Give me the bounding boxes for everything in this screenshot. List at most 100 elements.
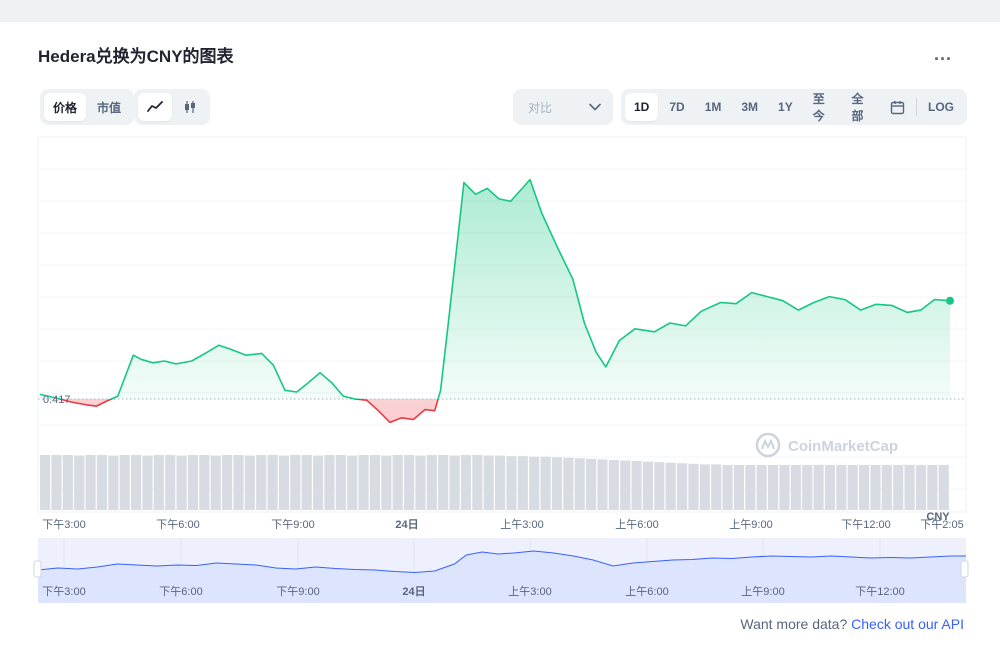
range-ytd[interactable]: 至今 [812, 92, 825, 123]
volume-bar [859, 464, 870, 510]
volume-bar [688, 463, 699, 510]
volume-bar [324, 455, 335, 510]
volume-bar [938, 464, 949, 510]
range-7d[interactable]: 7D [669, 100, 685, 114]
calendar-icon[interactable] [881, 93, 914, 121]
volume-bar [313, 455, 324, 510]
chevron-down-icon [589, 100, 601, 114]
range-1y[interactable]: 1Y [778, 100, 793, 114]
volume-bar [62, 455, 73, 510]
volume-bar [574, 458, 585, 510]
navigator-tick-label: 下午12:00 [855, 585, 905, 598]
volume-bar [369, 455, 381, 510]
x-tick-label: 下午6:00 [156, 518, 199, 531]
currency-label: CNY [926, 511, 950, 523]
metric-toggle: 价格 市值 [40, 89, 135, 125]
plot-border [37, 136, 967, 513]
volume-bar [722, 464, 733, 510]
reference-label: 0.417 [43, 394, 71, 406]
volume-bar [153, 455, 164, 510]
volume-bar [119, 455, 130, 510]
volume-bar [278, 455, 290, 510]
line-chart-icon[interactable] [138, 93, 172, 121]
volume-bar [517, 456, 528, 510]
x-tick-label: 上午6:00 [615, 518, 658, 531]
volume-bar [449, 455, 460, 510]
navigator-area [38, 551, 966, 603]
volume-bar [335, 455, 346, 510]
range-1d[interactable]: 1D [625, 93, 659, 121]
range-1m[interactable]: 1M [704, 100, 722, 114]
volume-bars [40, 455, 949, 510]
volume-bar [187, 455, 199, 510]
volume-bar [506, 456, 517, 510]
range-all[interactable]: 全部 [851, 92, 864, 123]
volume-bar [893, 464, 904, 510]
top-strip [0, 0, 1000, 22]
price-line [39, 178, 951, 424]
price-area-up [40, 179, 950, 400]
volume-bar [654, 462, 665, 510]
volume-bar [495, 455, 506, 510]
volume-bar [870, 464, 881, 510]
footer-api-promo: Want more data? Check out our API [740, 616, 964, 632]
volume-bar [711, 464, 722, 510]
volume-bar [551, 457, 563, 510]
volume-bar [665, 462, 676, 510]
volume-bar [233, 455, 244, 510]
volume-bar [915, 464, 927, 510]
footer-text: Want more data? [740, 616, 848, 632]
chart-title: Hedera兑换为CNY的图表 [38, 47, 234, 66]
volume-bar [290, 455, 301, 510]
volume-bar [176, 455, 187, 510]
volume-bar [404, 455, 415, 510]
volume-bar [392, 455, 403, 510]
volume-bar [563, 457, 574, 510]
volume-bar [199, 455, 210, 510]
log-scale-toggle[interactable]: LOG [928, 100, 954, 114]
volume-bar [460, 455, 472, 510]
volume-bar [85, 455, 96, 510]
x-tick-label: 下午12:00 [841, 518, 891, 531]
api-link[interactable]: Check out our API [851, 616, 964, 632]
x-axis-ticks: 下午3:00 下午6:00 下午9:00 24日 上午3:00 上午6:00 上午9:00 下… [42, 518, 963, 531]
volume-bar [608, 459, 619, 510]
range-3m[interactable]: 3M [741, 100, 759, 114]
volume-bar [881, 464, 892, 510]
volume-bar [347, 455, 358, 510]
tab-price[interactable]: 价格 [44, 93, 87, 121]
navigator-handle-left[interactable] [33, 560, 42, 578]
range-toggle: 1D 7D 1M 3M 1Y 至今 全部 LOG [621, 89, 967, 125]
volume-bar [699, 464, 710, 510]
volume-bar [836, 464, 847, 510]
navigator-tick-label: 上午3:00 [508, 585, 551, 598]
volume-bar [256, 455, 267, 510]
navigator-tick-label: 下午9:00 [276, 585, 319, 598]
volume-bar [540, 456, 551, 510]
candlestick-icon[interactable] [174, 93, 206, 121]
volume-bar [222, 455, 233, 510]
volume-bar [165, 455, 176, 510]
volume-bar [768, 464, 779, 510]
last-price-dot [946, 296, 954, 305]
x-tick-label: 下午9:00 [271, 518, 314, 531]
volume-bar [813, 464, 824, 510]
volume-bar [301, 455, 312, 510]
volume-bar [779, 464, 790, 510]
more-options-icon[interactable]: ... [934, 44, 953, 64]
navigator-handle-right[interactable] [960, 560, 969, 578]
volume-bar [904, 464, 915, 510]
volume-bar [927, 464, 938, 510]
volume-bar [426, 455, 437, 510]
volume-bar [483, 455, 494, 510]
volume-bar [677, 463, 688, 510]
compare-dropdown[interactable]: 对比 [513, 89, 613, 125]
price-area-fill [40, 179, 950, 423]
navigator-tick-label: 24日 [402, 585, 425, 598]
tab-market-cap[interactable]: 市值 [97, 100, 122, 115]
navigator-tick-label: 上午9:00 [741, 585, 784, 598]
volume-bar [438, 455, 449, 510]
navigator-ticks: 下午3:00 下午6:00 下午9:00 24日 上午3:00 上午6:00 上午9:00 下… [42, 585, 904, 598]
volume-bar [108, 455, 119, 510]
